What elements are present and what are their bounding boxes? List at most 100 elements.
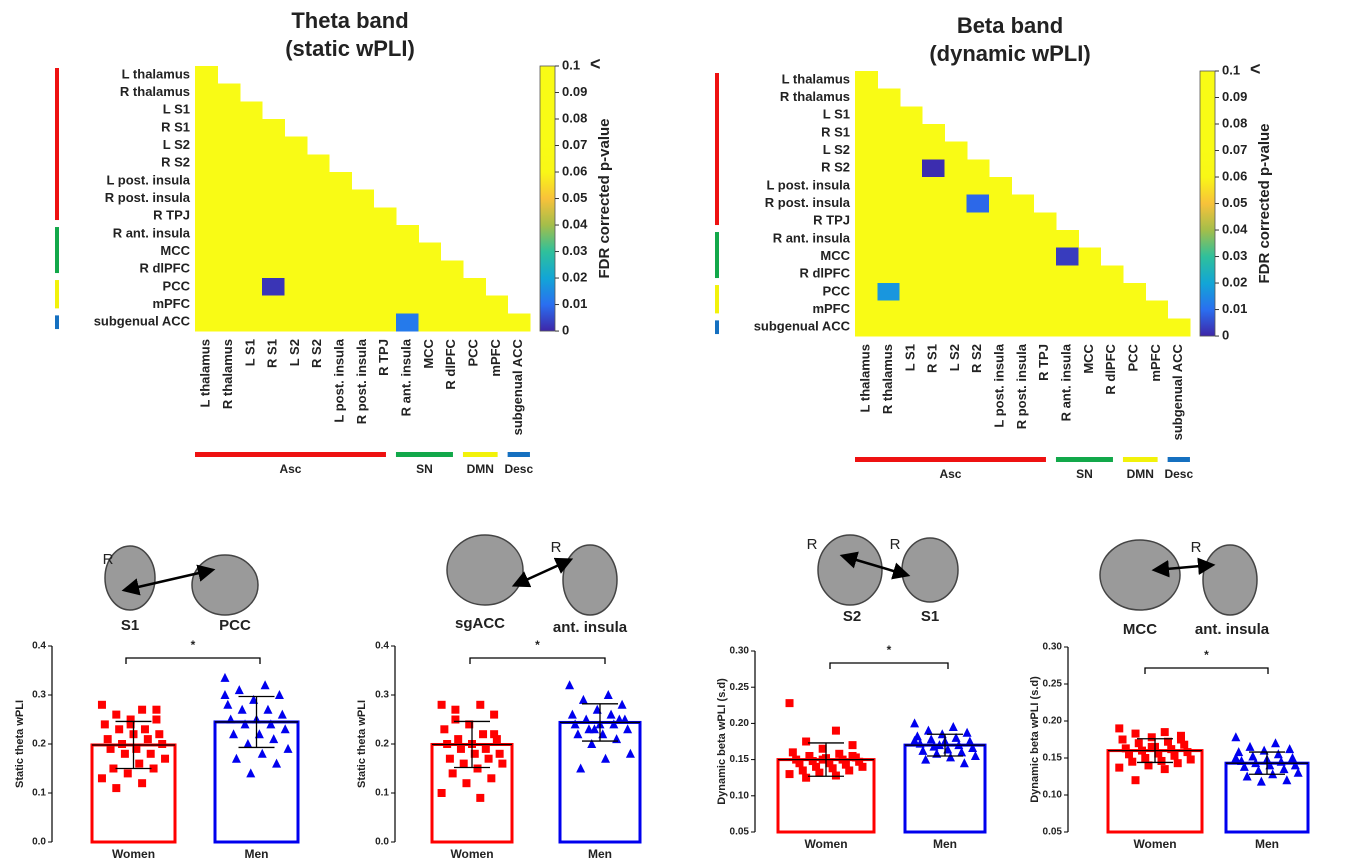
column-label: subgenual ACC	[510, 338, 525, 435]
heatmap-cell	[1168, 318, 1191, 336]
column-label: R TPJ	[376, 339, 391, 376]
data-point	[786, 770, 794, 778]
row-label: R TPJ	[153, 208, 190, 223]
column-label: PCC	[1126, 343, 1141, 371]
x-tick-label: Women	[1133, 837, 1176, 851]
data-point	[490, 730, 498, 738]
data-point	[960, 758, 969, 767]
heatmap-cell	[351, 207, 374, 225]
heatmap-cell	[284, 243, 307, 261]
heatmap-cell	[374, 260, 397, 278]
heatmap-cell	[418, 313, 441, 331]
data-point	[235, 685, 244, 694]
colorbar-tick-label: 0.04	[562, 216, 588, 231]
colorbar-tick-label: 0.01	[562, 296, 587, 311]
row-label: L S1	[163, 102, 190, 117]
row-label: subgenual ACC	[754, 319, 851, 334]
data-point	[98, 774, 106, 782]
data-point	[1285, 744, 1294, 753]
heatmap-cell	[351, 243, 374, 261]
data-point	[910, 718, 919, 727]
heatmap-cell	[240, 172, 263, 190]
row-label: R S1	[161, 119, 190, 134]
row-label: subgenual ACC	[94, 314, 191, 329]
heatmap-cell	[967, 212, 990, 230]
region-label: R	[807, 536, 818, 553]
heatmap-cell	[195, 101, 218, 119]
brain-image	[818, 535, 882, 605]
y-tick-label: 0.0	[32, 837, 46, 848]
data-point	[152, 706, 160, 714]
heatmap-cell	[217, 313, 240, 331]
x-tick-label: Women	[112, 847, 155, 861]
heatmap-cell	[262, 207, 285, 225]
heatmap-cell	[217, 137, 240, 155]
heatmap-cell	[441, 296, 464, 314]
heatmap-cell	[240, 154, 263, 172]
data-point	[278, 710, 287, 719]
heatmap-cell	[307, 243, 330, 261]
heatmap-cell	[855, 124, 878, 142]
heatmap-cell	[877, 265, 900, 283]
group-label: DMN	[1127, 467, 1154, 481]
heatmap-cell	[1011, 283, 1034, 301]
row-label: L post. insula	[766, 177, 850, 192]
column-label: MCC	[421, 338, 436, 368]
data-point	[1271, 738, 1280, 747]
heatmap-cell	[967, 283, 990, 301]
significance-bracket	[830, 663, 948, 669]
group-label: SN	[416, 462, 433, 476]
heatmap-cell	[944, 159, 967, 177]
data-point	[832, 727, 840, 735]
column-label: R post. insula	[1014, 343, 1029, 429]
data-point	[138, 779, 146, 787]
heatmap-cell	[217, 296, 240, 314]
heatmap-cell	[877, 106, 900, 124]
heatmap-cell	[240, 101, 263, 119]
heatmap-cell	[967, 265, 990, 283]
heatmap-cell	[217, 278, 240, 296]
x-tick-label: Men	[588, 847, 612, 861]
heatmap-cell	[508, 313, 531, 331]
heatmap-cell	[262, 260, 285, 278]
group-bar	[55, 280, 59, 308]
group-label: Asc	[939, 467, 961, 481]
data-point	[963, 728, 972, 737]
row-label: R S2	[161, 155, 190, 170]
row-label: L post. insula	[106, 172, 190, 187]
colorbar-tick-label: 0.08	[1222, 115, 1247, 130]
data-point	[924, 726, 933, 735]
data-point	[438, 789, 446, 797]
heatmap-cell	[877, 142, 900, 160]
data-point	[858, 763, 866, 771]
heatmap-cell	[1101, 318, 1124, 336]
y-tick-label: 0.20	[730, 718, 750, 729]
heatmap-cell	[351, 260, 374, 278]
heatmap-cell	[1078, 301, 1101, 319]
heatmap-cell	[195, 225, 218, 243]
column-label: R S2	[969, 344, 984, 373]
data-point	[284, 744, 293, 753]
column-label: R thalamus	[880, 344, 895, 414]
heatmap-cell	[1101, 301, 1124, 319]
data-point	[112, 711, 120, 719]
data-point	[1257, 777, 1266, 786]
brain-image	[192, 555, 258, 615]
heatmap-cell	[1056, 265, 1079, 283]
heatmap-cell	[284, 154, 307, 172]
data-point	[496, 750, 504, 758]
heatmap-cell	[1078, 248, 1101, 266]
data-point	[1115, 724, 1123, 732]
data-point	[1161, 765, 1169, 773]
y-axis-label: Static theta wPLI	[356, 700, 368, 788]
data-point	[612, 734, 621, 743]
column-label: L post. insula	[992, 343, 1007, 427]
heatmap-cell	[989, 195, 1012, 213]
heatmap-cell	[989, 248, 1012, 266]
column-label: R ant. insula	[399, 338, 414, 416]
heatmap-cell	[855, 71, 878, 89]
heatmap-cell	[351, 225, 374, 243]
heatmap-cell	[485, 313, 508, 331]
colorbar-label: FDR corrected p-value	[596, 119, 613, 279]
heatmap-cell	[900, 265, 923, 283]
